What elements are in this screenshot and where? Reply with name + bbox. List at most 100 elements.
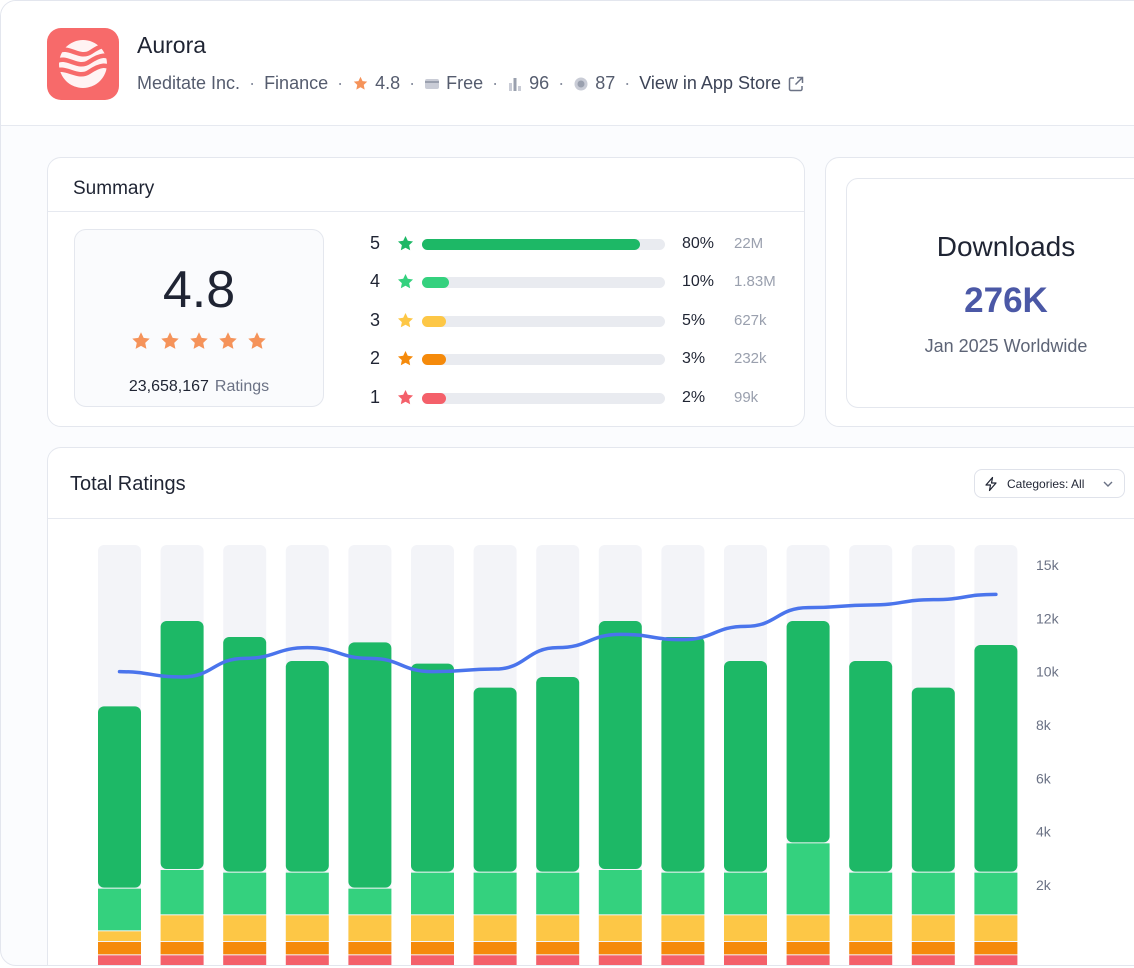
- bar-segment: [223, 942, 267, 955]
- bar-segment: [974, 955, 1018, 965]
- bar-segment: [724, 915, 767, 941]
- bar-segment: [536, 942, 580, 955]
- summary-title: Summary: [73, 178, 155, 199]
- bar-segment: [473, 687, 517, 872]
- y-axis-tick: 12k: [1036, 610, 1060, 626]
- bar-segment: [160, 942, 204, 955]
- bar-segment: [661, 942, 705, 955]
- distribution-percent: 80%: [682, 235, 715, 252]
- bar-segment: [536, 677, 580, 872]
- downloads-title: Downloads: [936, 231, 1076, 262]
- score-badge-icon: [574, 77, 588, 90]
- bar-segment: [98, 888, 141, 931]
- distribution-percent: 3%: [682, 350, 706, 367]
- distribution-fill: [422, 316, 446, 327]
- bar-segment: [348, 915, 392, 941]
- bar-segment: [849, 915, 893, 941]
- score-stars: [75, 330, 323, 352]
- categories-filter-button[interactable]: Categories: All: [974, 469, 1125, 498]
- bar-segment: [285, 872, 329, 915]
- downloads-value: 276K: [964, 281, 1048, 320]
- bar-segment: [285, 661, 329, 872]
- app-rating: 4.8: [375, 73, 401, 93]
- distribution-count: 99k: [734, 389, 759, 406]
- distribution-fill: [422, 239, 640, 250]
- bar-segment: [473, 915, 517, 941]
- bar-segment: [911, 915, 955, 941]
- bar-segment: [786, 915, 830, 941]
- bar-segment: [285, 915, 329, 941]
- divider: [48, 211, 804, 212]
- downloads-card: Downloads 276K Jan 2025 Worldwide: [825, 157, 1134, 427]
- bar-segment: [536, 955, 580, 965]
- bar-segment: [473, 942, 517, 955]
- distribution-count: 22M: [734, 235, 764, 252]
- distribution-fill: [422, 277, 449, 288]
- distribution-track: [422, 393, 665, 404]
- bar-segment: [849, 955, 893, 965]
- bar-segment: [411, 942, 454, 955]
- bar-segment: [598, 870, 642, 915]
- star-icon: [397, 350, 414, 366]
- distribution-row-4: 4 10% 1.83M: [370, 271, 790, 293]
- bar-segment: [411, 872, 454, 915]
- bar-segment: [724, 661, 767, 872]
- app-rank: 96: [529, 73, 550, 93]
- bar-segment: [974, 915, 1018, 941]
- star-icon: [161, 332, 179, 349]
- distribution-track: [422, 316, 665, 327]
- bar-segment: [473, 872, 517, 915]
- ratings-count-label: Ratings: [214, 378, 270, 395]
- y-axis-tick: 15k: [1036, 557, 1060, 573]
- star-icon: [397, 312, 414, 328]
- bar-segment: [160, 915, 204, 941]
- app-header: Aurora Meditate Inc. · Finance · 4.8 · F…: [1, 1, 1134, 126]
- total-ratings-chart: 15k 12k 10k 8k 6k 4k 2k: [98, 545, 1060, 965]
- bar-segment: [160, 621, 204, 869]
- star-icon: [353, 76, 368, 90]
- bar-segment: [223, 637, 267, 872]
- bar-segment: [598, 955, 642, 965]
- rank-chart-icon: [509, 77, 522, 91]
- bar-segment: [786, 942, 830, 955]
- bar-segment: [849, 872, 893, 915]
- summary-card: Summary 4.8 23,658,167 Ratings 5 80% 22M …: [47, 157, 805, 427]
- bar-segment: [285, 942, 329, 955]
- star-level: 4: [370, 271, 381, 291]
- distribution-row-3: 3 5% 627k: [370, 310, 790, 332]
- downloads-subtitle: Jan 2025 Worldwide: [924, 336, 1088, 356]
- bar-segment: [974, 872, 1018, 915]
- bar-segment: [98, 706, 141, 888]
- distribution-track: [422, 239, 665, 250]
- bar-segment: [98, 942, 141, 955]
- total-ratings-card: Total Ratings Categories: All 15k 12k 10k 8…: [47, 447, 1134, 965]
- distribution-fill: [422, 393, 446, 404]
- star-icon: [397, 273, 414, 289]
- app-store-link[interactable]: View in App Store: [639, 73, 805, 94]
- bar-segment: [473, 955, 517, 965]
- external-link-icon[interactable]: [787, 75, 805, 93]
- distribution-percent: 10%: [682, 273, 715, 290]
- developer-name[interactable]: Meditate Inc.: [137, 73, 241, 93]
- star-icon: [248, 332, 266, 349]
- bar-segment: [724, 955, 767, 965]
- distribution-count: 232k: [734, 350, 767, 367]
- distribution-track: [422, 354, 665, 365]
- bar-segment: [911, 955, 955, 965]
- bar-segment: [348, 955, 392, 965]
- categories-filter-label[interactable]: Categories: All: [1007, 476, 1085, 491]
- bar-segment: [411, 663, 454, 872]
- bar-segment: [974, 645, 1018, 872]
- downloads-panel: Downloads 276K Jan 2025 Worldwide: [846, 178, 1134, 408]
- bar-segment: [849, 661, 893, 872]
- category-name[interactable]: Finance: [264, 73, 329, 93]
- distribution-fill: [422, 354, 446, 365]
- bar-segment: [160, 955, 204, 965]
- bar-segment: [661, 872, 705, 915]
- app-store-link-label[interactable]: View in App Store: [639, 73, 781, 93]
- bar-segment: [98, 955, 141, 965]
- chevron-down-icon: [1103, 481, 1113, 487]
- bar-segment: [724, 942, 767, 955]
- bar-segment: [411, 915, 454, 941]
